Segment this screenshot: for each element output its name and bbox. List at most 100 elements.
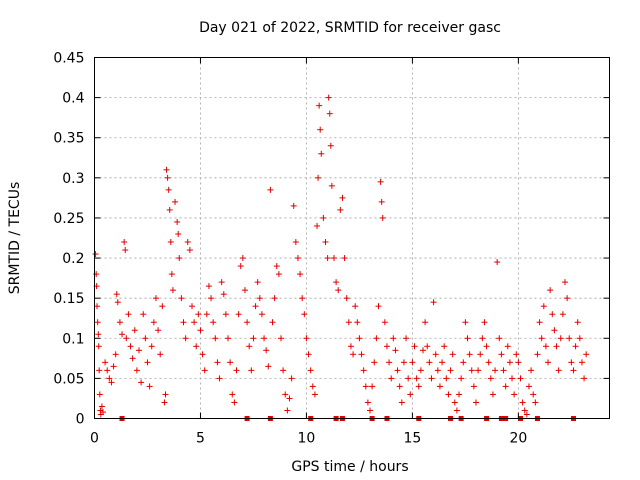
data-point [494, 259, 501, 266]
data-point [379, 214, 386, 221]
data-point [360, 367, 367, 374]
data-point [231, 399, 238, 406]
data-point [449, 351, 456, 358]
data-point [492, 367, 499, 374]
data-point [301, 311, 308, 318]
data-point [288, 375, 295, 382]
data-point [318, 150, 325, 157]
data-point [561, 279, 568, 286]
data-point [388, 375, 395, 382]
data-point [371, 359, 378, 366]
data-point [513, 351, 520, 358]
data-point [419, 347, 426, 354]
data-point [468, 367, 475, 374]
data-point [263, 347, 270, 354]
data-point [424, 343, 431, 350]
data-point [286, 395, 293, 402]
data-point [460, 359, 467, 366]
data-point [311, 391, 318, 398]
data-point [356, 335, 363, 342]
data-point [133, 367, 140, 374]
data-point [163, 166, 170, 173]
data-point [549, 311, 556, 318]
data-point [347, 343, 354, 350]
data-point [241, 287, 248, 294]
y-tick-label: 0 [76, 412, 85, 428]
data-point [94, 303, 101, 310]
data-point [417, 367, 424, 374]
data-point [119, 331, 126, 338]
data-point [330, 255, 337, 262]
data-point [167, 239, 174, 246]
data-point [378, 198, 385, 205]
data-point [396, 383, 403, 390]
data-point [309, 383, 316, 390]
data-point [278, 335, 285, 342]
data-point [489, 391, 496, 398]
data-point [162, 391, 169, 398]
data-point [574, 319, 581, 326]
data-point [345, 319, 352, 326]
y-tick-label: 0.35 [53, 131, 84, 147]
data-point [203, 311, 210, 318]
data-point [464, 335, 471, 342]
data-point [320, 214, 327, 221]
data-point [352, 303, 359, 310]
data-point [138, 379, 145, 386]
data-point [127, 343, 134, 350]
data-point [354, 319, 361, 326]
data-point [150, 319, 157, 326]
data-point [466, 351, 473, 358]
data-point [390, 335, 397, 342]
data-point [328, 182, 335, 189]
data-point [220, 291, 227, 298]
data-point [233, 367, 240, 374]
data-point [504, 343, 511, 350]
data-point [116, 319, 123, 326]
data-point [570, 367, 577, 374]
data-point [583, 351, 590, 358]
data-point [210, 319, 217, 326]
x-tick-label: 0 [90, 431, 99, 447]
data-point [333, 279, 340, 286]
data-point [168, 271, 175, 278]
chart-title: Day 021 of 2022, SRMTID for receiver gas… [199, 20, 501, 36]
plot-frame [94, 57, 610, 419]
data-point [496, 335, 503, 342]
data-point [166, 206, 173, 213]
data-point [523, 411, 530, 418]
data-point [515, 359, 522, 366]
data-point [472, 399, 479, 406]
data-point [314, 222, 321, 229]
data-point [222, 311, 229, 318]
data-point [369, 383, 376, 390]
data-point [199, 351, 206, 358]
data-point [216, 375, 223, 382]
data-point [161, 399, 168, 406]
data-point [462, 319, 469, 326]
data-point [339, 194, 346, 201]
data-point [559, 311, 566, 318]
data-point [96, 367, 103, 374]
data-point [267, 186, 274, 193]
data-point [432, 351, 439, 358]
data-point [96, 391, 103, 398]
data-point [248, 367, 255, 374]
data-point [458, 375, 465, 382]
data-point [367, 407, 374, 414]
data-point [129, 355, 136, 362]
data-point [536, 319, 543, 326]
y-tick-label: 0.4 [62, 91, 84, 107]
data-point [553, 343, 560, 350]
data-point [214, 359, 221, 366]
data-point [114, 299, 121, 306]
data-point [400, 359, 407, 366]
data-point [237, 263, 244, 270]
data-point [568, 359, 575, 366]
data-point [572, 343, 579, 350]
data-point [447, 367, 454, 374]
data-point [225, 335, 232, 342]
data-point [94, 319, 101, 326]
